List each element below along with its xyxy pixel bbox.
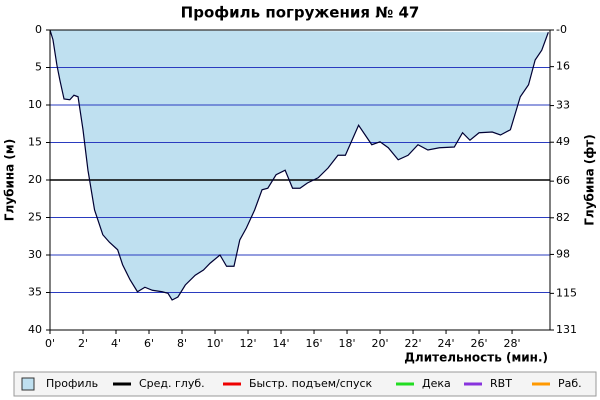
x-tick-label: 4' [111, 337, 121, 350]
y2-tick-label: 49 [556, 135, 570, 148]
x-tick-label: 22' [405, 337, 422, 350]
y-tick-label: 15 [28, 136, 42, 149]
plot-border [49, 29, 551, 331]
y2-tick-label: 66 [556, 174, 570, 187]
y-tick-label: 0 [35, 23, 42, 36]
x-tick-label: 8' [177, 337, 187, 350]
y2-tick-label: 131 [556, 323, 577, 336]
legend-swatch [21, 377, 35, 391]
legend-label: RBT [490, 377, 512, 390]
x-tick-label: 6' [144, 337, 154, 350]
profile-area [50, 30, 549, 300]
y-tick-label: 20 [28, 173, 42, 186]
x-tick-label: 0' [45, 337, 55, 350]
legend-label: Дека [422, 377, 451, 390]
x-tick-label: 12' [240, 337, 257, 350]
y2-tick-label: -0 [556, 23, 567, 36]
chart-title: Профиль погружения № 47 [181, 4, 420, 22]
y2-tick-label: 98 [556, 247, 570, 260]
x-tick-label: 10' [207, 337, 224, 350]
legend-label: Профиль [46, 377, 98, 390]
y-tick-label: 10 [28, 98, 42, 111]
legend [13, 371, 597, 397]
x-tick-label: 20' [372, 337, 389, 350]
x-tick-label: 28' [504, 337, 521, 350]
y-tick-label: 40 [28, 323, 42, 336]
y2-tick-label: 82 [556, 211, 570, 224]
y2-axis-label: Глубина (фт) [583, 134, 597, 225]
y2-tick-label: 115 [556, 286, 577, 299]
legend-label: Быстр. подъем/спуск [249, 377, 373, 390]
y-axis-label: Глубина (м) [3, 139, 17, 221]
y2-tick-label: 16 [556, 60, 570, 73]
y-tick-label: 35 [28, 286, 42, 299]
legend-label: Сред. глуб. [139, 377, 205, 390]
x-tick-label: 2' [78, 337, 88, 350]
y-tick-label: 25 [28, 211, 42, 224]
x-axis-label: Длительность (мин.) [404, 351, 548, 365]
x-tick-label: 18' [339, 337, 356, 350]
x-tick-label: 24' [438, 337, 455, 350]
y-tick-label: 30 [28, 248, 42, 261]
legend-label: Раб. [558, 377, 582, 390]
x-tick-label: 26' [471, 337, 488, 350]
x-tick-label: 14' [273, 337, 290, 350]
y2-tick-label: 33 [556, 99, 570, 112]
y-tick-label: 5 [35, 61, 42, 74]
x-tick-label: 16' [306, 337, 323, 350]
profile-line [49, 29, 549, 301]
